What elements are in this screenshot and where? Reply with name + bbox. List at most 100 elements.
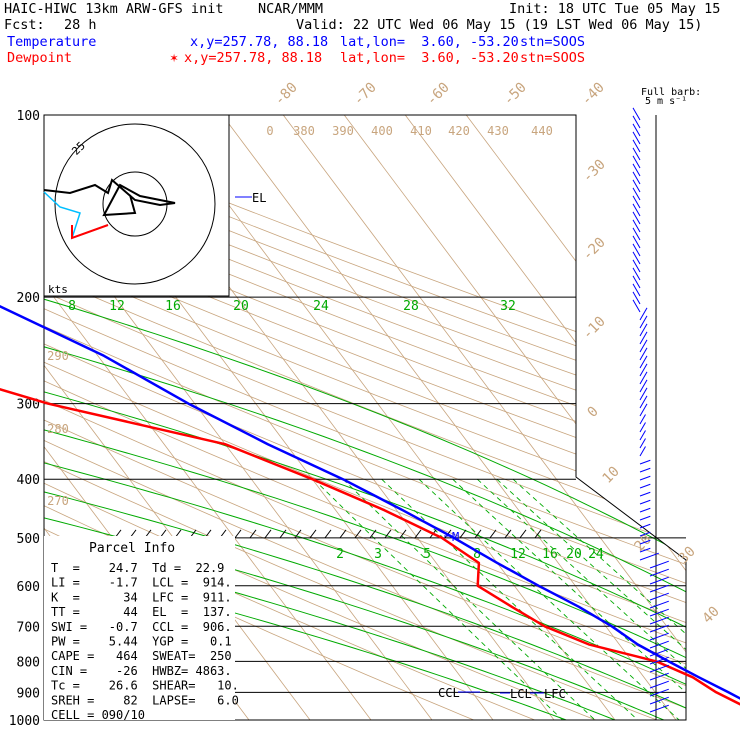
wind-barb <box>632 187 641 201</box>
mixing-ratio-label: 20 <box>566 547 582 562</box>
theta-label: 430 <box>487 124 509 138</box>
valid-time: Valid: 22 UTC Wed 06 May 15 (19 LST Wed … <box>296 17 703 33</box>
mixing-ratio-label: 3 <box>374 547 382 562</box>
wind-barb <box>639 371 648 385</box>
theta-label: 390 <box>332 124 354 138</box>
wind-barbs: Full barb:5 m s⁻¹ <box>632 87 701 713</box>
isotherm-line <box>302 115 686 720</box>
parcel-box <box>44 536 235 720</box>
hatch-mark <box>354 529 362 539</box>
isotherm-label: 10 <box>600 464 623 487</box>
mixing-ratio-label: 2 <box>336 547 344 562</box>
forecast-hour: 28 h <box>64 17 97 33</box>
wind-barb <box>649 592 669 601</box>
hodograph-frame <box>43 114 230 297</box>
model-title: HAIC-HIWC 13km ARW-GFS init <box>4 1 224 17</box>
isotherm-label: 30 <box>676 544 699 567</box>
hatch-mark <box>459 529 467 539</box>
parcel-row: CELL = 090/10 <box>51 708 145 722</box>
hatch-mark <box>474 529 482 539</box>
parcel-row: PW = 5.44 YGP = 0.1 <box>51 635 232 649</box>
wind-barb <box>632 267 641 281</box>
barb-title: Full barb: <box>641 87 701 98</box>
wind-barb <box>639 467 651 473</box>
isotherm-line <box>363 115 686 720</box>
annotation-label: LFC <box>544 687 566 701</box>
isotherm-label: -50 <box>501 80 530 109</box>
dry-adiabat-line <box>44 115 686 720</box>
star-icon: ✶ <box>170 50 179 66</box>
isotherm-label: -30 <box>580 157 609 186</box>
mixing-ratio-label: 28 <box>403 299 419 314</box>
hodograph-units: kts <box>48 283 68 296</box>
wind-barb <box>632 155 641 169</box>
wind-barb <box>639 438 646 449</box>
parcel-row: SWI = -0.7 CCL = 906. <box>51 620 232 634</box>
dry-adiabat-line <box>44 115 686 720</box>
wind-barb <box>649 672 669 681</box>
wind-barb <box>649 608 669 617</box>
wind-barb <box>632 243 641 257</box>
mixing-ratio-label: 12 <box>109 299 125 314</box>
isotherm-label: 0 <box>585 404 602 421</box>
wind-barb <box>632 291 641 305</box>
dry-adiabat-line <box>44 115 686 720</box>
parcel-info: Parcel Info T = 24.7 Td = 22.9LI = -1.7 L… <box>44 536 239 722</box>
dry-adiabat-line <box>44 115 686 720</box>
mixing-ratio-line <box>418 478 680 720</box>
mixing-ratio-label: 24 <box>313 299 329 314</box>
hatch-mark <box>384 529 392 539</box>
wind-barb <box>649 576 669 585</box>
mixing-ratio-label: 24 <box>588 547 604 562</box>
wind-barb <box>632 171 641 185</box>
isotherm-label: -40 <box>579 80 608 109</box>
wind-barb <box>632 235 641 249</box>
wind-barb <box>639 315 648 329</box>
mixing-ratio-label: 8 <box>473 547 481 562</box>
temperature-station: stn=SOOS <box>520 34 586 50</box>
wind-barb <box>639 459 651 465</box>
isotherm-line <box>44 115 433 720</box>
wind-barb <box>639 515 651 521</box>
dry-adiabat-line <box>44 115 686 720</box>
wind-barb <box>639 552 659 561</box>
wind-barb <box>632 227 641 241</box>
mixing-ratio-label: 8 <box>68 299 76 314</box>
mixing-ratio-label: 12 <box>510 547 526 562</box>
wind-barb <box>649 632 669 641</box>
wind-barb <box>649 560 669 569</box>
mixing-ratio-label: 5 <box>423 547 431 562</box>
parcel-row: Tc = 26.6 SHEAR= 10. <box>51 679 239 693</box>
wind-barb <box>639 347 648 361</box>
theta-label: 270 <box>47 494 69 508</box>
hatch-mark <box>339 529 347 539</box>
pressure-tick-label: 900 <box>17 686 40 701</box>
wind-barb <box>632 299 641 313</box>
dry-adiabat-line <box>44 115 686 720</box>
hatch-mark <box>519 529 527 539</box>
pressure-tick-label: 200 <box>17 291 40 306</box>
dry-adiabat-line <box>44 115 686 720</box>
dry-adiabat-line <box>44 115 686 720</box>
dry-adiabat-line <box>44 115 686 720</box>
wind-barb <box>649 656 669 665</box>
theta-label: 440 <box>531 124 553 138</box>
wind-barb <box>632 139 641 153</box>
hatch-mark <box>309 529 317 539</box>
parcel-row: CAPE = 464 SWEAT= 250 <box>51 649 232 663</box>
wind-barb <box>639 323 648 337</box>
dry-adiabat-line <box>44 115 686 720</box>
temperature-legend: Temperature <box>7 34 97 50</box>
isotherm-label: -20 <box>580 235 609 264</box>
wind-barb <box>639 331 648 345</box>
hatch-mark <box>399 529 407 539</box>
dry-adiabat-line <box>44 115 686 720</box>
annotation-label: LCL <box>510 687 532 701</box>
wind-barb <box>639 499 651 505</box>
dry-adiabat-line <box>44 115 686 720</box>
theta-label: 290 <box>47 349 69 363</box>
dry-adiabat-line <box>44 115 686 720</box>
wind-barb <box>649 600 669 609</box>
pressure-tick-label: 300 <box>17 398 40 413</box>
